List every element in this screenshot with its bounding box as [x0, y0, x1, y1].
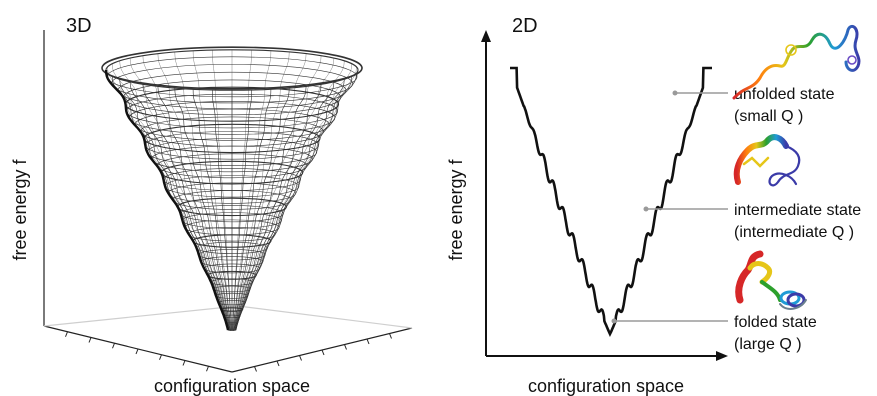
intermediate-state-label: intermediate state [734, 202, 861, 219]
funnel-meridian [232, 89, 272, 331]
funnel-meridian [142, 55, 230, 330]
funnel-meridian [232, 89, 252, 331]
funnel-meridian [233, 51, 290, 330]
funnel-meridian [235, 79, 345, 331]
unfolded-marker [672, 90, 678, 96]
unfolded-state-label: unfolded state [734, 86, 835, 103]
funnel-rim [101, 46, 363, 90]
axis-tick [344, 344, 347, 350]
funnel-profile-curve [104, 69, 230, 331]
funnel-meridian [212, 89, 232, 331]
funnel-meridian [235, 63, 352, 330]
panel-3d-x-axis-label: configuration space [154, 376, 310, 396]
funnel-meridian [233, 87, 290, 331]
funnel-meridian [234, 84, 322, 331]
panel-3d-back-left-axis [43, 305, 239, 327]
folded-state-label: folded state [734, 314, 817, 331]
folded-protein-icon [735, 250, 807, 310]
panel-3d-title: 3D [66, 15, 92, 37]
x-axis-arrowhead-icon [716, 351, 728, 361]
funnel-meridian [234, 53, 307, 330]
funnel-meridian [234, 81, 335, 331]
axis-tick [254, 366, 257, 372]
funnel-meridian [235, 76, 353, 331]
panel-2d-x-axis-label: configuration space [528, 376, 684, 396]
y-axis-arrowhead-icon [481, 30, 491, 42]
axis-tick [366, 338, 370, 345]
funnel-meridian [119, 60, 229, 330]
funnel-meridian [157, 53, 230, 330]
axis-tick [389, 333, 392, 339]
funnel-meridian [235, 58, 335, 330]
panel-3d-ticks [65, 331, 392, 372]
panel-2d-axes [481, 30, 728, 361]
funnel-meridian [157, 86, 230, 331]
unfolded-protein-icon [732, 24, 861, 100]
panel-2d-y-axis-label: free energy f [446, 158, 466, 260]
folded-marker [611, 318, 617, 324]
funnel-meridian [235, 60, 345, 330]
funnel-meridian [234, 55, 322, 330]
axis-tick [299, 355, 302, 361]
funnel-meridian [129, 81, 230, 331]
axis-tick [159, 354, 162, 360]
intermediate-marker [643, 206, 649, 212]
intermediate-state-q: (intermediate Q ) [734, 224, 854, 241]
funnel-meridian [212, 50, 232, 330]
funnel-meridian [233, 50, 272, 330]
funnel-surface [101, 46, 363, 331]
axis-tick [112, 343, 115, 349]
panel-3d: 3D free energy f configuration space [10, 15, 413, 396]
funnel-meridian [234, 86, 307, 331]
funnel-meridian [129, 58, 229, 330]
funnel-meridian [232, 50, 252, 330]
funnel-meridian [119, 79, 229, 331]
funnel-meridian [235, 73, 357, 331]
funnel-meridian [235, 66, 357, 330]
folded-state-q: (large Q ) [734, 336, 802, 353]
free-energy-curve [510, 66, 712, 338]
axis-tick [135, 348, 139, 355]
unfolded-state-q: (small Q ) [734, 108, 803, 125]
axis-tick [65, 331, 68, 337]
funnel-meridian [174, 51, 231, 330]
funnel-meridian [174, 87, 231, 331]
axis-tick [321, 349, 325, 356]
axis-tick [182, 360, 186, 366]
state-annotations: unfolded state (small Q ) intermediate s… [734, 86, 861, 353]
funnel-meridian [142, 84, 230, 331]
funnel-meridian [192, 50, 231, 330]
intermediate-protein-icon [733, 134, 801, 187]
axis-tick [206, 366, 209, 372]
panel-3d-back-right-axis [237, 305, 413, 329]
funnel-meridian [192, 89, 232, 331]
axis-tick [88, 337, 92, 343]
axis-tick [276, 360, 280, 367]
panel-3d-y-axis-label: free energy f [10, 158, 30, 260]
leader-lines [611, 90, 728, 324]
panel-2d-title: 2D [512, 15, 538, 37]
panel-2d: 2D free energy f configuration space unf… [446, 15, 861, 396]
